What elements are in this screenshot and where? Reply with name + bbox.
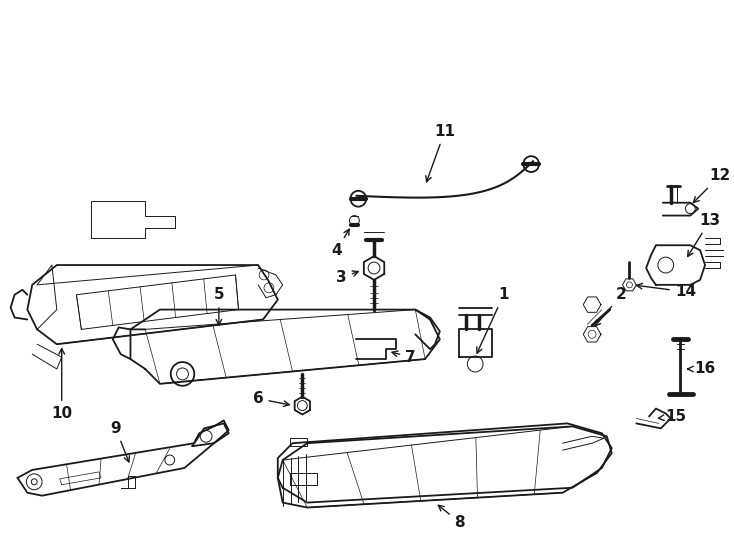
Text: 11: 11	[426, 124, 455, 182]
Text: 1: 1	[477, 287, 509, 353]
Text: 5: 5	[214, 287, 224, 325]
Text: 2: 2	[595, 287, 627, 326]
Text: 4: 4	[332, 229, 349, 258]
Text: 14: 14	[636, 284, 696, 299]
Text: 6: 6	[252, 391, 289, 407]
Text: 9: 9	[110, 421, 129, 462]
Text: 3: 3	[336, 271, 358, 286]
Text: 10: 10	[51, 348, 72, 421]
Text: 13: 13	[688, 213, 721, 256]
Text: 15: 15	[658, 409, 686, 424]
Text: 7: 7	[392, 349, 415, 364]
Text: 12: 12	[694, 168, 730, 202]
Text: 16: 16	[688, 361, 716, 376]
Text: 8: 8	[438, 505, 465, 530]
